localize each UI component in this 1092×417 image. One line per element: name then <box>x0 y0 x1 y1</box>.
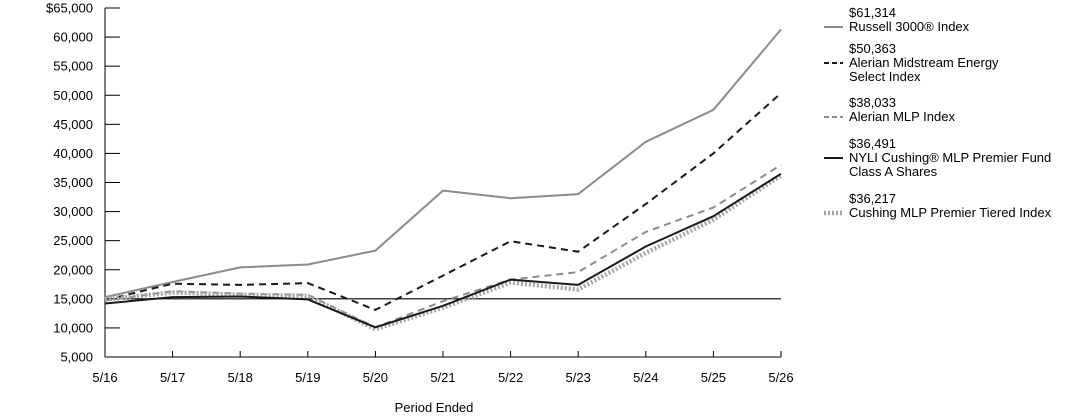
x-tick-label: 5/23 <box>566 370 591 385</box>
y-tick-label: $65,000 <box>46 1 93 16</box>
x-tick-label: 5/24 <box>633 370 658 385</box>
x-tick-label: 5/20 <box>363 370 388 385</box>
y-tick-label: 55,000 <box>53 59 93 74</box>
x-tick-label: 5/21 <box>430 370 455 385</box>
series-line <box>104 28 782 299</box>
y-tick-label: 35,000 <box>53 175 93 190</box>
x-tick-label: 5/18 <box>228 370 253 385</box>
y-tick-label: 5,000 <box>60 350 93 365</box>
y-tick-label: 60,000 <box>53 30 93 45</box>
x-tick-label: 5/25 <box>701 370 726 385</box>
x-tick-label: 5/19 <box>295 370 320 385</box>
y-tick-label: 40,000 <box>53 146 93 161</box>
legend-label: Alerian Midstream Energy <box>849 55 999 70</box>
y-tick-label: 25,000 <box>53 233 93 248</box>
legend-end-value: $61,314 <box>849 5 896 20</box>
series-line <box>104 164 782 329</box>
x-tick-label: 5/17 <box>160 370 185 385</box>
legend-label: Select Index <box>849 69 921 84</box>
y-tick-label: 30,000 <box>53 204 93 219</box>
y-tick-label: 45,000 <box>53 117 93 132</box>
legend-label: Alerian MLP Index <box>849 109 955 124</box>
legend-label: Cushing MLP Premier Tiered Index <box>849 205 1052 220</box>
series-line <box>104 172 782 329</box>
series-line <box>104 173 783 332</box>
series-line <box>104 92 782 311</box>
chart-axes: 5,000 10,000 15,000 20,000 25,000 30,000 35,00… <box>46 1 794 386</box>
y-tick-label: 15,000 <box>53 291 93 306</box>
legend-label: Russell 3000® Index <box>849 19 970 34</box>
x-tick-label: 5/16 <box>92 370 117 385</box>
legend-end-value: $36,217 <box>849 191 896 206</box>
legend-end-value: $50,363 <box>849 41 896 56</box>
chart-plot-area <box>104 28 783 332</box>
legend-label: Class A Shares <box>849 164 938 179</box>
y-tick-label: 10,000 <box>53 320 93 335</box>
x-axis-label: Period Ended <box>395 400 474 415</box>
x-tick-label: 5/22 <box>498 370 523 385</box>
x-tick-label: 5/26 <box>768 370 793 385</box>
y-tick-label: 50,000 <box>53 88 93 103</box>
y-tick-label: 20,000 <box>53 262 93 277</box>
legend-label: NYLI Cushing® MLP Premier Fund <box>849 150 1051 165</box>
legend-end-value: $36,491 <box>849 136 896 151</box>
legend-end-value: $38,033 <box>849 95 896 110</box>
